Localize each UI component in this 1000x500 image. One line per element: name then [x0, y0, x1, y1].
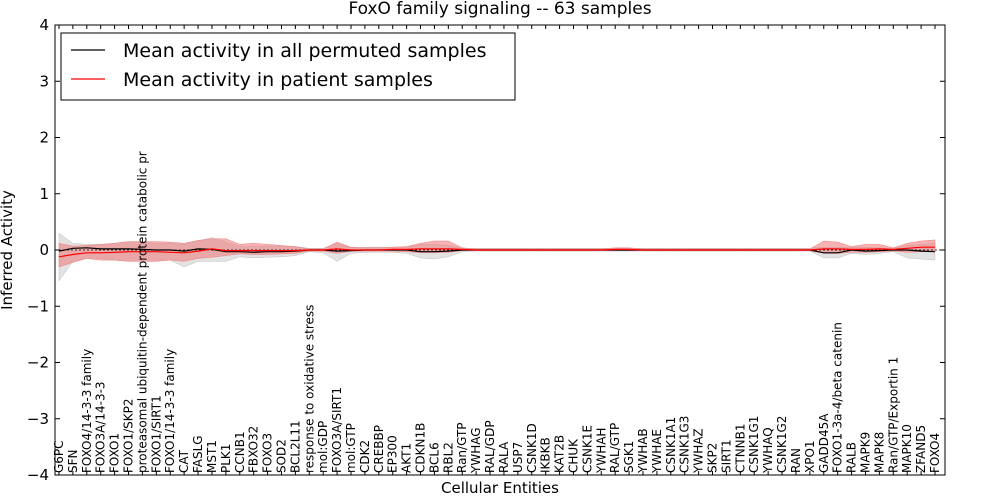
x-tick-label: Ran/GTP/Exportin 1: [886, 357, 900, 473]
x-tick-label: YWHAQ: [761, 427, 775, 474]
x-tick-label: FASLG: [191, 435, 205, 473]
x-tick-label: CHUK: [567, 438, 581, 473]
x-tick-label: SFN: [66, 450, 80, 474]
x-tick-label: CSNK1D: [525, 423, 539, 473]
x-axis-label: Cellular Entities: [441, 479, 559, 497]
x-tick-label: YWHAE: [650, 429, 664, 474]
x-tick-label: MAPK10: [900, 424, 914, 473]
x-tick-label: FOXO3: [261, 433, 275, 473]
x-tick-label: SOD2: [275, 439, 289, 473]
x-tick-label: FBXO32: [247, 426, 261, 473]
x-tick-label: CSNK1G2: [775, 416, 789, 473]
x-tick-label: FOXO1: [108, 433, 122, 473]
x-tick-label: BCL2L11: [288, 420, 302, 473]
x-tick-label: RALA: [497, 441, 511, 473]
x-tick-label: KAT2B: [553, 435, 567, 473]
x-tick-label: mol:GTP: [344, 423, 358, 473]
x-tick-label: BCL6: [427, 442, 441, 473]
x-tick-label: YWHAB: [636, 428, 650, 474]
y-tick-label: −3: [27, 410, 49, 428]
x-tick-label: FOXO1/SIRT1: [149, 395, 163, 473]
x-tick-label: CDKN1B: [414, 423, 428, 473]
x-tick-label: G6PC: [52, 440, 66, 473]
chart-title: FoxO family signaling -- 63 samples: [348, 0, 651, 19]
x-tick-label: CTNNB1: [733, 423, 747, 473]
x-tick-label: SIRT1: [719, 439, 733, 473]
x-tick-label: FOXO1/14-3-3 family: [163, 349, 177, 473]
plot-area: −4 −3 −2 −1 0 1 2 3 4 G6PC SFN FOXO4/14-3-3 family…: [27, 16, 946, 484]
x-tick-label: FOXO3A/SIRT1: [330, 387, 344, 473]
y-tick-label: 2: [39, 129, 49, 147]
x-tick-label: XPO1: [803, 440, 817, 473]
legend: Mean activity in all permuted samples Me…: [60, 32, 516, 101]
x-tick-label: FOXO4: [928, 433, 942, 473]
x-tick-label: PLK1: [219, 444, 233, 473]
x-tick-label: YWHAG: [469, 427, 483, 474]
x-tick-label: RAN: [789, 448, 803, 473]
legend-label-patient: Mean activity in patient samples: [123, 69, 433, 91]
x-tick-label: CREBBP: [372, 425, 386, 473]
x-tick-label: CCNB1: [233, 431, 247, 473]
x-tick-label: CSNK1A1: [664, 417, 678, 473]
x-tick-label: GADD45A: [817, 413, 831, 473]
y-tick-label: 3: [39, 72, 49, 90]
x-tick-label: CSNK1G3: [678, 416, 692, 473]
x-tick-label: RBL2: [441, 442, 455, 473]
y-tick-label: 1: [39, 185, 49, 203]
x-tick-label: EP300: [386, 435, 400, 473]
x-tick-label: FOXO1/SKP2: [122, 398, 136, 473]
x-tick-label: YWHAH: [594, 428, 608, 474]
x-tick-label: FOXO4/14-3-3 family: [80, 349, 94, 473]
x-tick-label: USP7: [511, 442, 525, 473]
x-tick-label: SGK1: [622, 441, 636, 473]
y-tick-label: 0: [39, 241, 49, 259]
y-tick-label: −2: [27, 354, 49, 372]
y-axis-label: Inferred Activity: [0, 190, 16, 310]
x-tick-label: RAL/GTP: [608, 423, 622, 473]
x-tick-label: proteasomal ubiquitin-dependent protein …: [135, 151, 149, 473]
x-tick-label: CSNK1E: [580, 425, 594, 473]
x-tick-label: MAPK9: [859, 432, 873, 473]
y-tick-label: 4: [39, 16, 49, 34]
x-tick-label: FOXO1-3a-4/beta catenin: [831, 322, 845, 473]
x-tick-label: CDK2: [358, 440, 372, 473]
x-tick-label: ZFAND5: [914, 425, 928, 473]
x-tick-label: CAT: [177, 449, 191, 473]
series-line-patient: [58, 246, 935, 258]
x-tick-label: CSNK1G1: [747, 416, 761, 473]
x-tick-label: AKT1: [400, 443, 414, 473]
x-tick-label: response to oxidative stress: [302, 305, 316, 473]
y-tick-label: −4: [27, 466, 49, 484]
legend-label-permuted: Mean activity in all permuted samples: [123, 40, 486, 62]
x-tick-label: YWHAZ: [692, 428, 706, 474]
y-tick-label: −1: [27, 297, 49, 315]
x-tick-label: IKBKB: [539, 437, 553, 473]
x-tick-label: FOXO3A/14-3-3: [94, 381, 108, 473]
x-tick-label: Ran/GTP: [455, 422, 469, 473]
x-tick-label: mol:GDP: [316, 421, 330, 473]
x-tick-label: SKP2: [706, 443, 720, 473]
x-tick-label: RAL/GDP: [483, 420, 497, 473]
x-tick-label: MST1: [205, 440, 219, 473]
x-tick-label: RALB: [845, 442, 859, 473]
legend-box: [60, 32, 516, 101]
x-tick-label: MAPK8: [872, 432, 886, 473]
